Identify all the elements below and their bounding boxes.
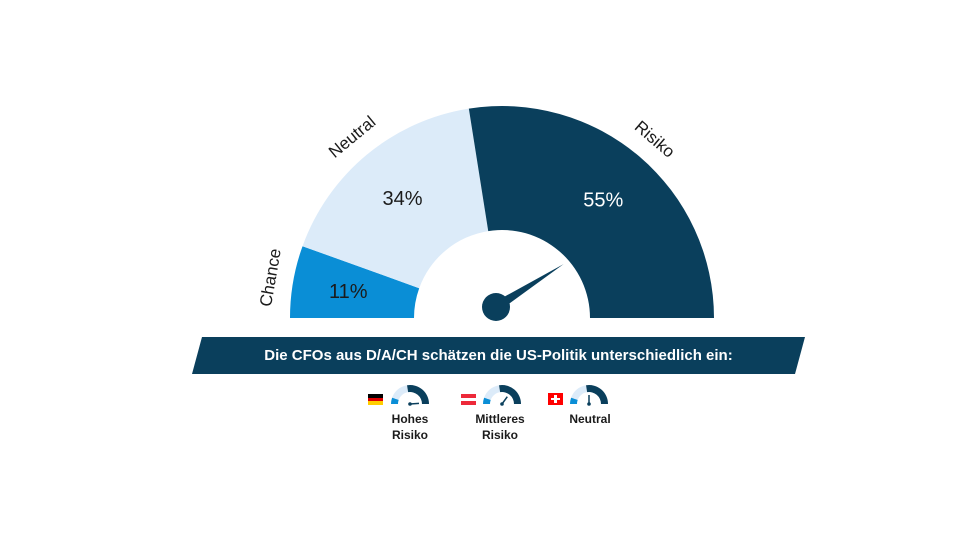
banner-text: Die CFOs aus D/A/CH schätzen die US-Poli… xyxy=(264,347,733,364)
mini-gauge-segment xyxy=(484,385,501,400)
gauge-needle-hub xyxy=(482,293,510,321)
flag-germany-icon xyxy=(368,394,383,405)
mini-gauge-switzerland-icon xyxy=(570,385,608,406)
value-label-risiko: 55% xyxy=(583,189,623,211)
gauge-segment-neutral xyxy=(302,108,489,289)
gauge-needle xyxy=(493,264,564,312)
category-label-chance: Chance xyxy=(256,247,285,308)
flag-switzerland-icon xyxy=(548,393,563,405)
mini-gauge-hub xyxy=(408,402,412,406)
mini-gauge-segment xyxy=(499,385,521,404)
mini-gauge-germany-icon xyxy=(391,385,429,406)
mini-gauge-segment xyxy=(391,397,399,404)
gauge-segment-risiko xyxy=(468,106,714,318)
mini-gauge-segment xyxy=(407,385,429,404)
mini-gauge-austria-icon xyxy=(483,385,521,406)
summary-banner: Die CFOs aus D/A/CH schätzen die US-Poli… xyxy=(192,337,805,374)
mini-gauge-segment xyxy=(571,385,588,400)
mini-gauge-hub xyxy=(587,402,591,406)
mini-gauge-segment xyxy=(483,397,491,404)
legend-label-austria: Mittleres Risiko xyxy=(475,412,525,442)
mini-gauge-segment xyxy=(392,385,409,400)
value-label-neutral: 34% xyxy=(383,188,423,210)
mini-gauge-hub xyxy=(500,402,504,406)
value-label-chance: 11% xyxy=(329,281,368,303)
category-label-risiko: Risiko xyxy=(631,117,679,162)
flag-austria-icon xyxy=(461,394,476,405)
mini-gauge-segment xyxy=(586,385,608,404)
mini-gauge-segment xyxy=(570,397,578,404)
gauge-segment-chance xyxy=(290,246,420,318)
banner-background xyxy=(192,337,805,374)
legend-label-germany: Hohes Risiko xyxy=(391,412,429,442)
legend-label-switzerland: Neutral xyxy=(569,412,611,426)
